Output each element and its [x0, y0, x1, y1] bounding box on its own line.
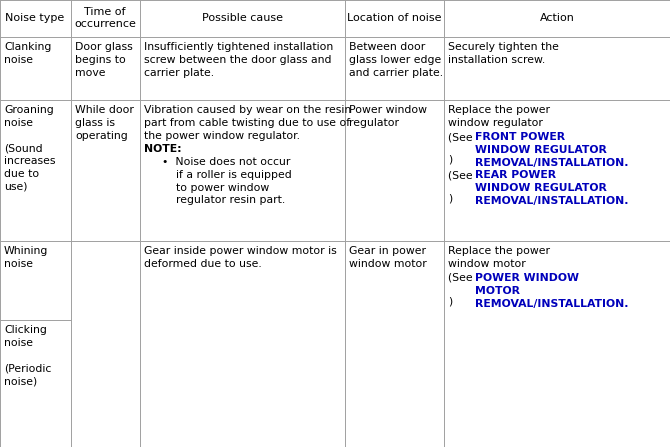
Text: Securely tighten the
installation screw.: Securely tighten the installation screw. — [448, 42, 559, 65]
Text: POWER WINDOW
MOTOR
REMOVAL/INSTALLATION.: POWER WINDOW MOTOR REMOVAL/INSTALLATION. — [475, 273, 628, 308]
Text: Vibration caused by wear on the resin
part from cable twisting due to use of
the: Vibration caused by wear on the resin pa… — [144, 105, 351, 141]
Text: •  Noise does not occur
    if a roller is equipped
    to power window
    regu: • Noise does not occur if a roller is eq… — [162, 157, 291, 206]
Text: Clanking
noise: Clanking noise — [4, 42, 52, 65]
Text: Clicking
noise

(Periodic
noise): Clicking noise (Periodic noise) — [4, 325, 52, 386]
Text: Power window
regulator: Power window regulator — [349, 105, 427, 128]
Text: Door glass
begins to
move: Door glass begins to move — [75, 42, 133, 78]
Text: ): ) — [448, 155, 452, 165]
Text: (See: (See — [448, 170, 476, 181]
Text: Noise type: Noise type — [5, 13, 64, 23]
Text: Groaning
noise

(Sound
increases
due to
use): Groaning noise (Sound increases due to u… — [4, 105, 56, 192]
Text: Replace the power
window motor: Replace the power window motor — [448, 246, 550, 269]
Text: Insufficiently tightened installation
screw between the door glass and
carrier p: Insufficiently tightened installation sc… — [144, 42, 333, 78]
Text: ): ) — [448, 194, 452, 203]
Text: REAR POWER
WINDOW REGULATOR
REMOVAL/INSTALLATION.: REAR POWER WINDOW REGULATOR REMOVAL/INST… — [475, 170, 628, 206]
Text: Action: Action — [539, 13, 574, 23]
Text: FRONT POWER
WINDOW REGULATOR
REMOVAL/INSTALLATION.: FRONT POWER WINDOW REGULATOR REMOVAL/INS… — [475, 132, 628, 168]
Text: (See: (See — [448, 273, 476, 283]
Text: Location of noise: Location of noise — [347, 13, 442, 23]
Text: While door
glass is
operating: While door glass is operating — [75, 105, 134, 141]
Text: Gear inside power window motor is
deformed due to use.: Gear inside power window motor is deform… — [144, 246, 337, 269]
Text: Replace the power
window regulator: Replace the power window regulator — [448, 105, 550, 128]
Text: Gear in power
window motor: Gear in power window motor — [349, 246, 427, 269]
Text: ): ) — [448, 296, 452, 306]
Text: NOTE:: NOTE: — [144, 143, 182, 153]
Text: Possible cause: Possible cause — [202, 13, 283, 23]
Text: Time of
occurrence: Time of occurrence — [74, 7, 136, 30]
Text: (See: (See — [448, 132, 476, 142]
Text: Whining
noise: Whining noise — [4, 246, 48, 269]
Text: Between door
glass lower edge
and carrier plate.: Between door glass lower edge and carrie… — [349, 42, 443, 78]
